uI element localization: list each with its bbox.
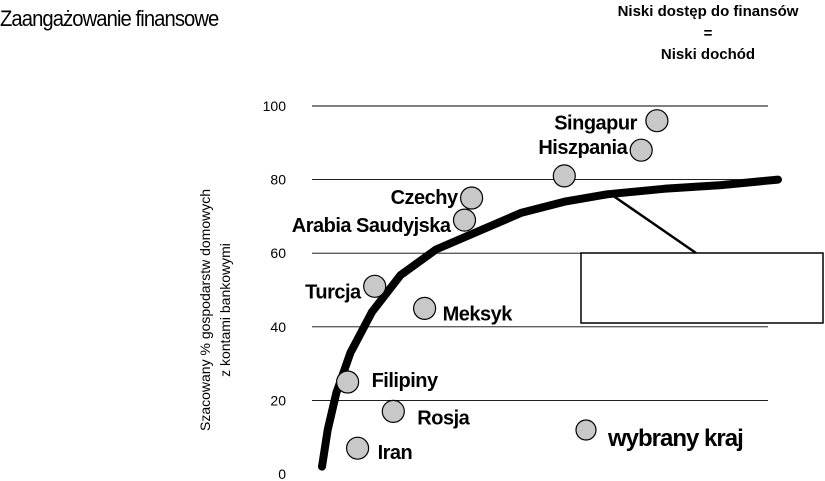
grid-lines [312, 105, 768, 401]
annotation: Niski dostęp do finansów = Niski dochód [618, 3, 799, 63]
chart-title: Zaangażowanie finansowe [0, 7, 219, 31]
y-tick-label-80: 80 [270, 172, 286, 188]
data-point-4 [363, 274, 387, 298]
point-label-singapur: Singapur [554, 113, 637, 135]
data-point-6 [452, 208, 477, 232]
data-point-10 [629, 138, 653, 162]
y-tick-label-20: 20 [270, 392, 286, 408]
empty-callout-box [580, 252, 824, 324]
y-axis-label: Szacowany % gospodarstw domowych z konta… [197, 189, 233, 431]
y-tick-label-40: 40 [270, 319, 286, 335]
y-axis-label-line-1: Szacowany % gospodarstw domowych [197, 189, 213, 431]
point-label-turcja: Turcja [305, 281, 362, 303]
annotation-line-2: = [704, 25, 713, 42]
annotation-line-3: Niski dochód [661, 46, 755, 63]
point-label-filipiny: Filipiny [372, 370, 439, 392]
data-point-8 [552, 164, 576, 188]
data-point-7 [460, 186, 484, 210]
data-point-1 [346, 436, 370, 460]
y-tick-label-60: 60 [270, 245, 286, 261]
y-tick-labels: 0 20 40 60 80 100 [263, 98, 287, 481]
annotation-line-1: Niski dostęp do finansów [618, 3, 799, 20]
legend: wybrany kraj [575, 419, 744, 452]
legend-label: wybrany kraj [607, 425, 743, 452]
y-tick-label-0: 0 [278, 466, 286, 481]
point-label-czechy: Czechy [391, 187, 459, 209]
data-point-3 [336, 370, 360, 394]
data-point-9 [645, 109, 669, 133]
point-label-hiszpania: Hiszpania [538, 137, 628, 159]
legend-marker [575, 419, 597, 441]
point-label-iran: Iran [378, 442, 413, 464]
data-points [336, 109, 669, 460]
callout-pointer-line [613, 195, 697, 255]
y-tick-label-100: 100 [263, 98, 287, 114]
data-point-5 [413, 296, 437, 320]
point-label-rosja: Rosja [417, 407, 470, 429]
point-label-meksyk: Meksyk [443, 303, 514, 325]
data-point-2 [381, 399, 405, 423]
callout-pointer [613, 195, 697, 255]
y-axis-label-line-2: z kontami bankowymi [217, 243, 233, 377]
point-label-arabia-saudyjska: Arabia Saudyjska [292, 215, 452, 237]
